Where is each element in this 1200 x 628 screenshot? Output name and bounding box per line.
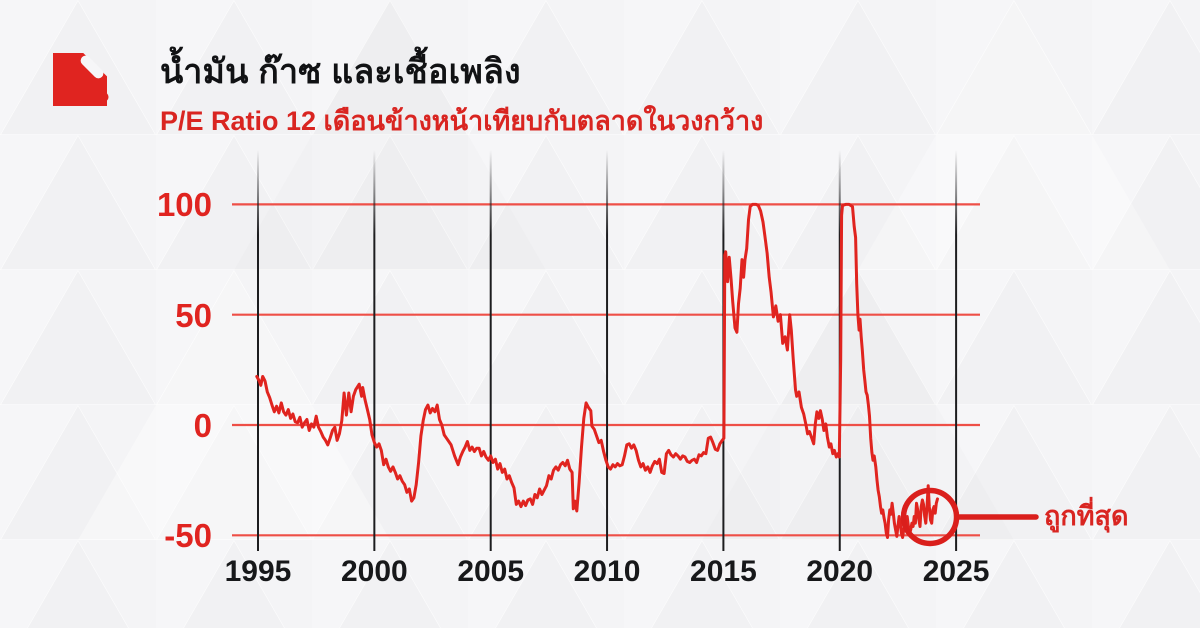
y-tick-label-0: 0 xyxy=(193,407,212,444)
cheapest-circle-annotation xyxy=(900,487,960,547)
y-tick-label-50: 50 xyxy=(175,296,212,334)
x-tick-label-2025: 2025 xyxy=(922,555,990,588)
year-gridlines xyxy=(257,150,958,551)
annotation-layer xyxy=(900,487,1039,547)
x-tick-label-2015: 2015 xyxy=(690,555,757,588)
page-subtitle: P/E Ratio 12 เดือนข้างหน้าเทียบกับตลาดใน… xyxy=(160,106,764,136)
x-tick-label-2020: 2020 xyxy=(806,555,874,588)
annotation-label: ถูกที่สุด xyxy=(1044,500,1129,531)
finnomena-logo xyxy=(53,53,111,106)
x-tick-label-2005: 2005 xyxy=(457,555,525,588)
page-title: น้ำมัน ก๊าซ และเชื้อเพลิง xyxy=(160,53,521,91)
x-tick-label-2000: 2000 xyxy=(340,555,408,588)
pe-ratio-line xyxy=(255,202,939,539)
horizontal-gridlines xyxy=(232,203,980,537)
y-tick-label-100: 100 xyxy=(156,186,212,224)
y-tick-label--50: -50 xyxy=(164,517,212,555)
x-tick-label-1995: 1995 xyxy=(224,555,292,588)
x-tick-label-2010: 2010 xyxy=(573,555,641,588)
series-layer xyxy=(255,202,939,539)
